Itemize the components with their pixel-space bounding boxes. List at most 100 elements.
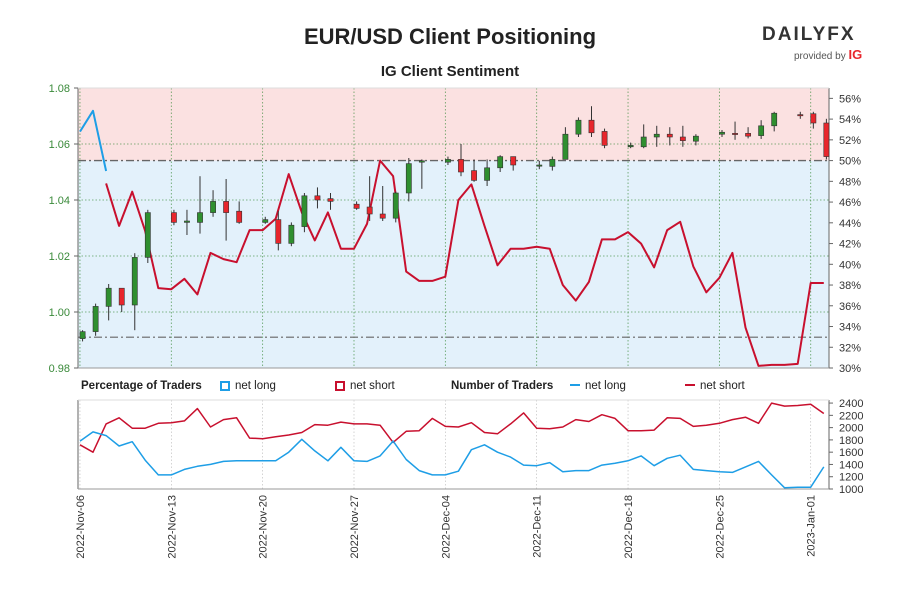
logo-wordmark: DAILYFX — [762, 24, 872, 46]
candle-body — [79, 331, 86, 339]
candle-body — [510, 156, 517, 166]
candle-body — [471, 170, 477, 181]
count-net-long-line — [79, 431, 825, 489]
count-tick-label: 2400 — [839, 398, 863, 410]
candle-body — [653, 133, 660, 138]
pct-tick-label: 46% — [839, 197, 861, 209]
candle-body — [679, 136, 686, 141]
candle-body — [301, 195, 308, 227]
count-tick-label: 2200 — [839, 410, 863, 422]
legend-num-heading: Number of Traders — [451, 380, 554, 392]
logo-provider: IG — [848, 47, 863, 62]
candle-body — [745, 133, 751, 137]
pct-tick-label: 38% — [839, 280, 861, 292]
pct-tick-label: 42% — [839, 239, 861, 251]
dailyfx-logo: DAILYFX provided by IG — [762, 24, 872, 62]
price-tick-label: 1.02 — [49, 251, 70, 263]
legend-num-short: net short — [685, 380, 745, 392]
candle-body — [536, 164, 543, 167]
x-tick-label: 2022-Dec-18 — [623, 495, 635, 559]
count-tick-label: 1000 — [839, 484, 863, 496]
long-zone — [78, 160, 829, 368]
x-tick-label: 2022-Nov-13 — [166, 495, 178, 559]
price-tick-label: 1.06 — [49, 139, 70, 151]
pct-tick-label: 52% — [839, 135, 861, 147]
pct-tick-label: 50% — [839, 156, 861, 168]
chart-title: EUR/USD Client Positioning — [303, 24, 597, 49]
legend-pct-long-swatch — [220, 381, 230, 391]
candle-body — [405, 163, 412, 194]
candle-body — [223, 201, 230, 213]
candle-body — [184, 220, 190, 223]
price-tick-label: 1.04 — [49, 195, 70, 207]
price-tick-label: 1.08 — [49, 83, 70, 95]
legend-num-long-swatch — [570, 384, 580, 386]
legend-num-short-label: net short — [700, 380, 745, 392]
pct-tick-label: 40% — [839, 259, 861, 271]
candles — [79, 106, 830, 342]
legend-pct-long-label: net long — [235, 380, 276, 392]
series-net-short-line — [105, 159, 824, 367]
pct-tick-label: 30% — [839, 363, 861, 375]
legend-pct-short-swatch — [335, 381, 345, 391]
candle-body — [144, 212, 151, 258]
count-tick-label: 1200 — [839, 472, 863, 484]
pct-tick-label: 56% — [839, 93, 861, 105]
candle-body — [131, 257, 138, 306]
candle-body — [497, 156, 504, 169]
candle-body — [288, 224, 295, 244]
candle-body — [823, 122, 830, 157]
candle-body — [601, 131, 608, 146]
candle-body — [549, 159, 556, 167]
candle-body — [327, 198, 334, 202]
candle-body — [197, 212, 203, 223]
candle-body — [810, 113, 817, 124]
candle-body — [732, 133, 738, 135]
candle-body — [366, 206, 373, 215]
candle-body — [445, 159, 451, 163]
candle-body — [458, 159, 464, 173]
short-zone — [78, 88, 829, 161]
candle-body — [771, 112, 778, 127]
candle-body — [118, 287, 125, 306]
pct-tick-label: 48% — [839, 176, 861, 188]
candle-body — [562, 133, 569, 160]
x-tick-label: 2023-Jan-01 — [806, 495, 818, 557]
candle-body — [640, 136, 647, 148]
logo-provided-by: provided by IG — [794, 47, 872, 62]
pct-tick-label: 54% — [839, 114, 861, 126]
candle-body — [575, 119, 582, 135]
candle-body — [418, 160, 425, 163]
x-tick-label: 2022-Dec-11 — [532, 495, 544, 558]
candle-body — [353, 203, 360, 209]
candle-body — [105, 287, 112, 307]
x-tick-label: 2022-Dec-25 — [714, 495, 726, 559]
count-tick-label: 1800 — [839, 435, 863, 447]
candle-body — [379, 213, 386, 219]
candle-body — [666, 133, 673, 138]
x-tick-label: 2022-Nov-20 — [258, 495, 270, 559]
candle-body — [210, 201, 216, 213]
legend-pct-long: net long — [220, 380, 276, 392]
candle-body — [588, 119, 595, 134]
x-tick-label: 2022-Nov-27 — [349, 495, 361, 559]
logo-provided-text: provided by — [794, 51, 846, 62]
chart-subtitle: IG Client Sentiment — [380, 63, 520, 80]
candle-body — [392, 192, 399, 219]
candle-body — [692, 135, 699, 142]
legend-pct-short-label: net short — [350, 380, 395, 392]
price-tick-label: 1.00 — [49, 307, 70, 319]
legend-num-short-swatch — [685, 384, 695, 386]
candle-body — [719, 131, 725, 135]
candle-body — [484, 167, 491, 181]
pct-tick-label: 36% — [839, 301, 861, 313]
logo-brand-right: FX — [827, 24, 856, 45]
legend-pct-short: net short — [335, 380, 395, 392]
candle-body — [275, 219, 282, 244]
price-tick-label: 0.98 — [49, 363, 70, 375]
candle-body — [236, 210, 243, 223]
series-net-long-line — [79, 109, 108, 172]
candle-body — [314, 195, 321, 201]
candle-body — [758, 125, 765, 136]
